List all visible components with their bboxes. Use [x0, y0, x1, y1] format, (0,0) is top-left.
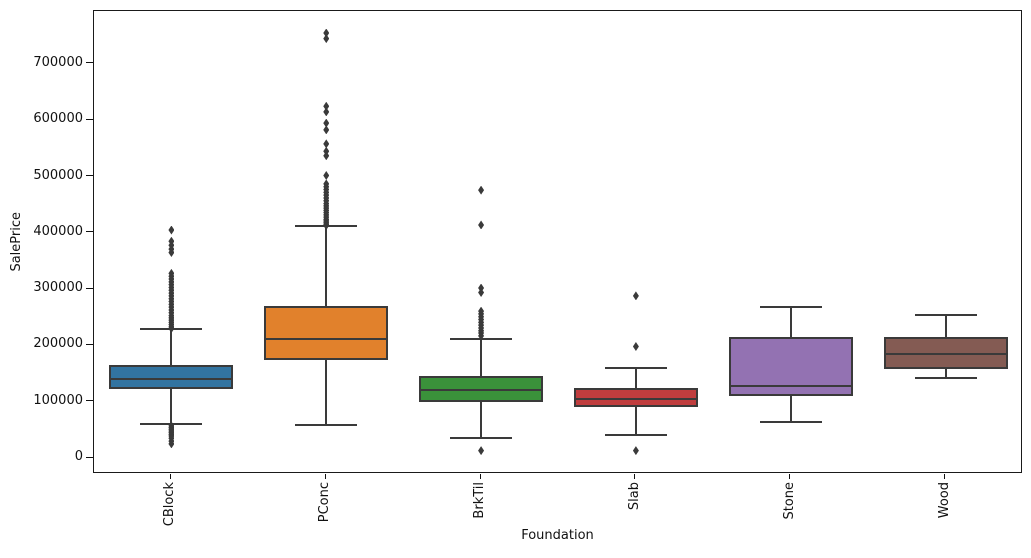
x-tick-mark: [944, 474, 946, 479]
outlier-point: [323, 139, 330, 149]
y-tick-label: 400000: [33, 223, 83, 239]
box-PConc: [264, 306, 389, 361]
y-tick-label: 700000: [33, 54, 83, 70]
x-tick-label: Stone: [781, 482, 797, 520]
y-tick-mark: [86, 118, 93, 120]
whisker-cap-high: [759, 306, 822, 309]
box-CBlock: [109, 365, 234, 390]
x-tick-mark: [479, 474, 481, 479]
whisker-cap-low: [759, 420, 822, 423]
outlier-point: [323, 34, 330, 44]
y-tick-mark: [86, 287, 93, 289]
y-tick-mark: [86, 175, 93, 177]
outlier-point: [323, 151, 330, 161]
outlier-point: [168, 248, 175, 258]
whisker-cap-low: [604, 433, 667, 436]
whisker-cap-low: [295, 423, 358, 426]
whisker-cap-low: [450, 437, 513, 440]
x-tick-label: PConc: [317, 482, 333, 523]
outlier-point: [323, 101, 330, 111]
y-tick-label: 100000: [33, 392, 83, 408]
outlier-point: [478, 288, 485, 298]
outlier-point: [632, 291, 639, 301]
outlier-point: [168, 439, 175, 449]
x-tick-label: Slab: [626, 482, 642, 511]
whisker-cap-high: [914, 314, 977, 317]
outlier-point: [632, 446, 639, 456]
median-line: [575, 398, 696, 401]
x-tick-mark: [789, 474, 791, 479]
y-tick-label: 200000: [33, 336, 83, 352]
median-line: [266, 337, 387, 340]
y-tick-mark: [86, 343, 93, 345]
box-Stone: [728, 336, 853, 397]
outlier-point: [323, 107, 330, 117]
x-tick-label: BrkTil: [472, 482, 488, 519]
whisker-cap-low: [914, 377, 977, 380]
x-tick-mark: [634, 474, 636, 479]
outlier-point: [323, 221, 330, 231]
outlier-point: [632, 342, 639, 352]
outlier-point: [478, 331, 485, 341]
outlier-point: [478, 185, 485, 195]
outlier-point: [323, 118, 330, 128]
y-axis-label: SalePrice: [8, 211, 24, 272]
outlier-point: [168, 225, 175, 235]
x-tick-label: CBlock: [162, 482, 178, 527]
outlier-point: [323, 170, 330, 180]
median-line: [111, 378, 232, 381]
x-tick-label: Wood: [936, 482, 952, 519]
box-BrkTil: [419, 376, 544, 402]
x-axis-label: Foundation: [521, 528, 594, 543]
outlier-point: [478, 220, 485, 230]
whisker-cap-high: [604, 366, 667, 369]
plot-area: [93, 10, 1022, 473]
x-tick-mark: [169, 474, 171, 479]
x-tick-mark: [324, 474, 326, 479]
y-tick-mark: [86, 456, 93, 458]
median-line: [885, 352, 1006, 355]
outlier-point: [323, 28, 330, 38]
y-tick-mark: [86, 62, 93, 64]
y-tick-mark: [86, 231, 93, 233]
box-Slab: [573, 388, 698, 408]
outlier-point: [478, 446, 485, 456]
median-line: [421, 389, 542, 392]
outlier-point: [168, 324, 175, 334]
y-tick-label: 500000: [33, 167, 83, 183]
y-tick-label: 0: [74, 449, 83, 464]
y-tick-label: 300000: [33, 280, 83, 296]
median-line: [730, 384, 851, 387]
y-tick-mark: [86, 400, 93, 402]
y-tick-label: 600000: [33, 111, 83, 127]
outlier-point: [323, 125, 330, 135]
